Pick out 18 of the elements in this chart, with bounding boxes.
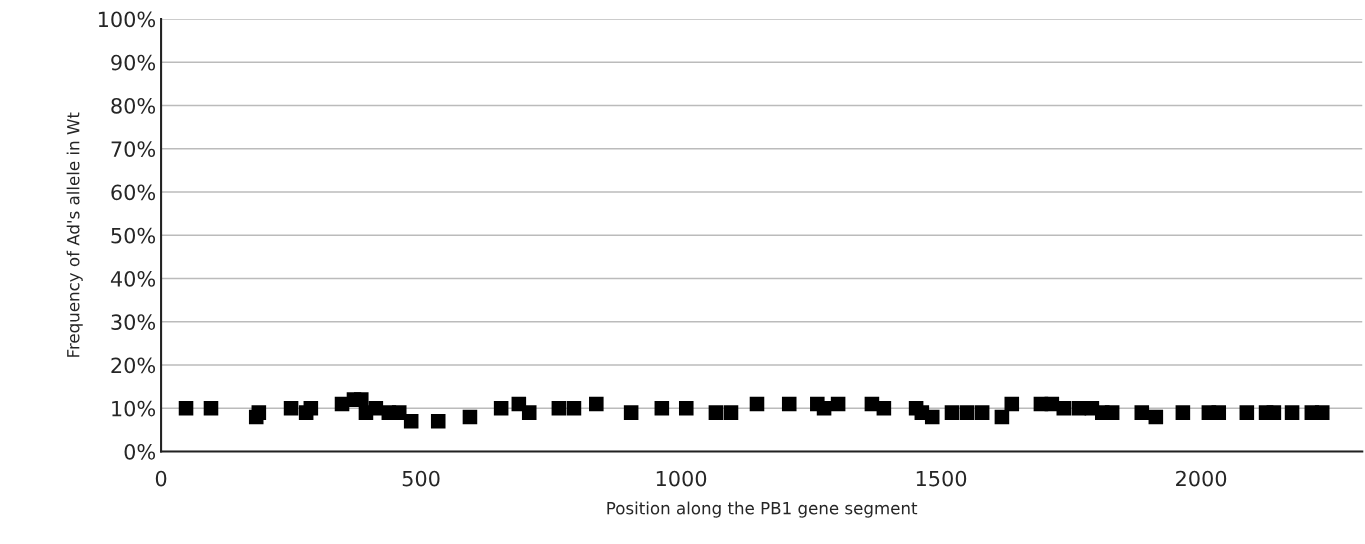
y-tick-label: 30% — [111, 314, 156, 330]
y-tick-label: 20% — [111, 357, 156, 374]
y-tick-label: 0% — [124, 443, 156, 460]
x-tick-label: 0 — [155, 470, 167, 487]
x-axis-title: Position along the PB1 gene segment — [607, 501, 918, 518]
y-axis-title: Frequency of Ad's allele in Wt — [66, 112, 83, 357]
y-tick-label: 10% — [112, 400, 156, 417]
x-tick-label: 1000 — [656, 470, 707, 487]
x-tick-label: 1500 — [916, 470, 967, 487]
y-tick-label: 80% — [111, 97, 156, 114]
y-tick-label: 100% — [98, 11, 156, 28]
y-tick-label: 40% — [110, 270, 156, 287]
y-tick-label: 70% — [111, 141, 156, 157]
y-tick-label: 90% — [111, 54, 156, 71]
y-tick-label: 50% — [111, 227, 156, 244]
x-tick-label: 2000 — [1176, 470, 1227, 487]
y-tick-label: 60% — [111, 184, 156, 201]
x-tick-label: 500 — [402, 470, 440, 487]
